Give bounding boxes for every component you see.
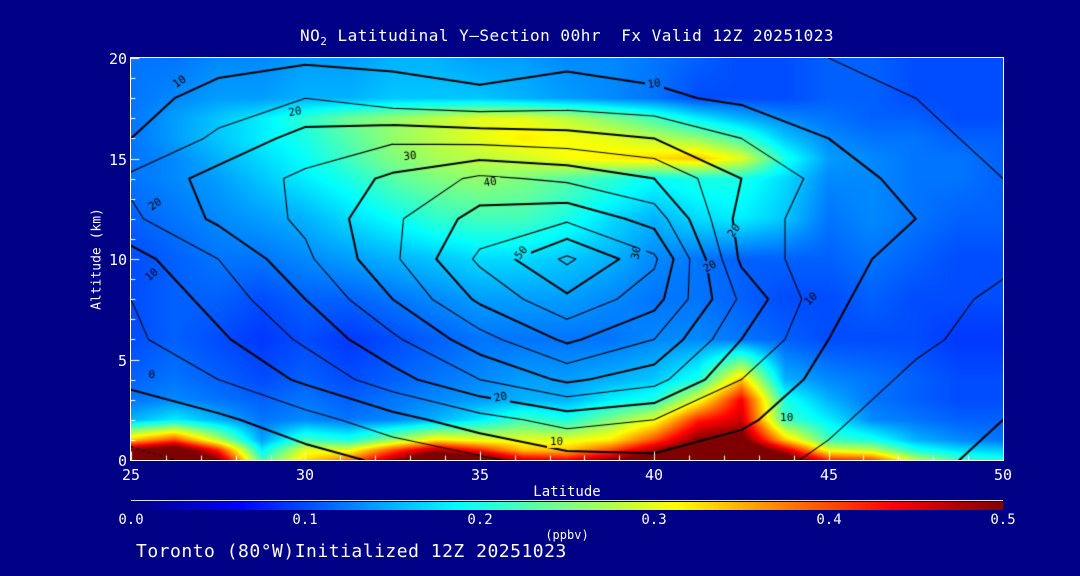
colorbar-units-label: (ppbv): [545, 528, 589, 542]
plot-title: NO2 Latitudinal Y—Section 00hr Fx Valid …: [131, 26, 1003, 48]
colorbar: [131, 502, 1003, 510]
y-tick-label-0: 0: [117, 452, 127, 470]
colorbar-tick-0.1: 0.1: [292, 512, 318, 528]
x-tick-label-50: 50: [993, 466, 1013, 484]
x-tick-label-25: 25: [121, 466, 141, 484]
y-tick-label-5: 5: [117, 352, 127, 370]
x-tick-label-40: 40: [644, 466, 664, 484]
y-tick-label-20: 20: [108, 50, 127, 68]
colorbar-tick-0.5: 0.5: [990, 512, 1016, 528]
colorbar-tick-0.0: 0.0: [118, 512, 144, 528]
contour-plot-canvas: [130, 57, 1004, 461]
footer-init-text: Toronto (80°W)Initialized 12Z 20251023: [136, 541, 567, 562]
plot-title-base: NO: [299, 26, 321, 45]
colorbar-tick-0.3: 0.3: [641, 512, 667, 528]
plot-title-subscript: 2: [320, 35, 328, 49]
colorbar-tick-0.4: 0.4: [816, 512, 842, 528]
x-tick-label-45: 45: [819, 466, 839, 484]
x-tick-label-30: 30: [295, 466, 315, 484]
x-tick-label-35: 35: [470, 466, 490, 484]
y-tick-label-15: 15: [108, 151, 127, 169]
y-tick-label-10: 10: [108, 251, 127, 269]
colorbar-tick-0.2: 0.2: [467, 512, 493, 528]
colorbar-top-rule: [131, 500, 1003, 501]
x-axis-label: Latitude: [533, 484, 601, 500]
plot-title-rest: Latitudinal Y—Section 00hr Fx Valid 12Z …: [327, 26, 835, 45]
